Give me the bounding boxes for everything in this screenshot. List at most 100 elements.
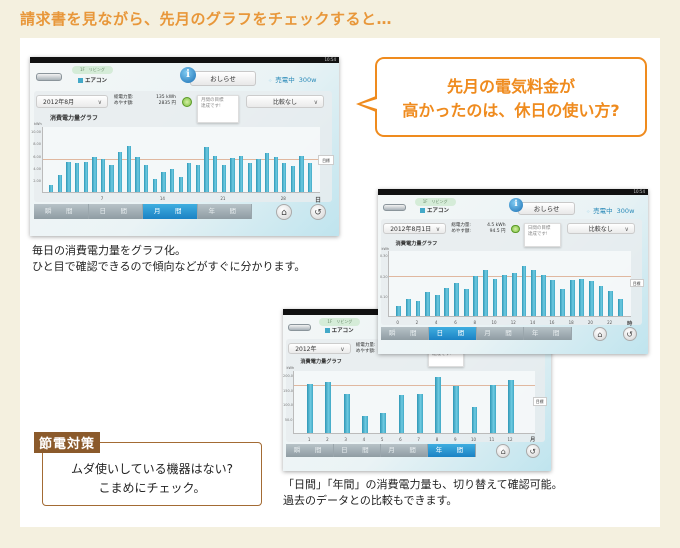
chart-bar [247, 163, 252, 192]
cost-row: めやす額: 2835 円 [114, 101, 176, 107]
tip-tag: 節電対策 [34, 432, 101, 453]
chart-bar [435, 377, 441, 434]
tab-yearly[interactable]: 年 間 [524, 326, 572, 340]
tab-yearly[interactable]: 年 間 [428, 444, 476, 458]
goal-line1: 日間の目標 [527, 225, 551, 231]
graph-title: 消費電力量グラフ [300, 359, 342, 366]
chart-bar [550, 280, 556, 317]
tab-instant[interactable]: 瞬 間 [34, 204, 89, 219]
tab-instant[interactable]: 瞬 間 [286, 444, 334, 458]
chart-bar [471, 406, 478, 434]
caption-sub-line2: 過去のデータとの比較もできます。 [283, 494, 458, 507]
notice-button[interactable]: おしらせ [517, 201, 576, 216]
chart-bar [126, 145, 132, 192]
goal-line1: 月間の目標 [201, 98, 224, 103]
back-button[interactable]: ↺ [525, 444, 540, 458]
chart-bar [416, 393, 423, 434]
chart-bar [608, 291, 614, 317]
back-button[interactable]: ↺ [310, 204, 326, 220]
home-button[interactable]: ⌂ [276, 204, 292, 220]
tab-monthly[interactable]: 月 間 [476, 326, 525, 340]
back-button[interactable]: ↺ [622, 326, 637, 341]
total-label: 総電力量: [451, 222, 471, 228]
goal-tag-button[interactable]: 目標 [532, 397, 547, 407]
x-tick-label: 20 [587, 319, 593, 325]
balloon-line2: 高かったのは、休日の使い方? [402, 101, 620, 120]
chart-bar [531, 270, 536, 317]
notice-button[interactable]: おしらせ [190, 71, 256, 86]
room-label[interactable]: 1F リビング [72, 66, 113, 74]
goal-tag-button[interactable]: 目標 [318, 154, 334, 165]
chevron-down-icon: ∨ [97, 99, 102, 106]
goal-message: 日間の目標 達成です! [523, 222, 561, 248]
unit-label: kWh [34, 122, 42, 126]
period-select[interactable]: 2012年 ∨ [288, 342, 351, 355]
caption-main-line2: ひと目で確認できるので傾向などがすぐに分かります。 [32, 260, 306, 273]
chart-bar [178, 177, 183, 192]
graph-title: 消費電力量グラフ [395, 240, 438, 247]
chart-bar [473, 276, 479, 317]
period-select[interactable]: 2012年8月 ∨ [36, 95, 108, 108]
goal-tag-button[interactable]: 目標 [629, 278, 644, 288]
chart-bar [405, 299, 411, 317]
chart-bar [74, 163, 80, 192]
tab-yearly[interactable]: 年 間 [197, 204, 252, 219]
x-axis-unit: 日 [314, 197, 321, 204]
tab-monthly[interactable]: 月 間 [143, 204, 198, 219]
chart-bar [100, 159, 106, 192]
chart-bar [380, 412, 387, 434]
x-tick-label: 6 [454, 319, 457, 325]
room-label[interactable]: 1F リビング [319, 317, 361, 326]
target-line [294, 385, 535, 387]
x-tick-label: 10 [470, 437, 477, 443]
x-tick-label: 4 [362, 437, 366, 443]
total-value: 4.5 kWh [487, 222, 506, 228]
x-axis-unit: 月 [530, 437, 536, 444]
y-tick-label: 0.30 [379, 254, 388, 259]
tip-line1: ムダ使いしている機器はない? [70, 462, 233, 476]
chart-bar [489, 384, 496, 434]
y-tick-label: 100.0 [283, 403, 294, 408]
status-bar: 10:54 [30, 57, 339, 63]
tab-monthly[interactable]: 月 間 [381, 444, 429, 458]
chart-bar [361, 416, 368, 434]
status-time: 10:54 [633, 189, 645, 194]
chart-bar [502, 275, 508, 317]
caption-main: 毎日の消費電力量をグラフ化。 ひと目で確認できるので傾向などがすぐに分かります。 [32, 243, 305, 275]
period-tabs: 瞬 間日 間月 間年 間 [381, 326, 572, 340]
device-name: エアコン [426, 208, 449, 215]
tab-daily[interactable]: 日 間 [333, 444, 381, 458]
sell-value: 300w [616, 206, 635, 215]
tab-instant[interactable]: 瞬 間 [381, 326, 430, 340]
device-color-swatch [324, 328, 330, 334]
tab-daily[interactable]: 日 間 [88, 204, 143, 219]
y-tick-label: 2.00 [33, 178, 41, 183]
device-name: エアコン [85, 78, 108, 84]
chart-bar [463, 289, 469, 317]
goal-line2: 達成です! [431, 351, 452, 357]
screenshot-daily: 10:54 1F リビング エアコン おしらせ i ⁘ 売電中 300w 2012年8月1日 ∨ 総… [378, 189, 648, 354]
x-tick-label: 2 [326, 437, 329, 443]
home-button[interactable]: ⌂ [592, 326, 607, 341]
tab-daily[interactable]: 日 間 [429, 326, 477, 340]
total-label: 総電力量: [355, 342, 376, 348]
cost-row: めやす額: 94.5 円 [451, 229, 505, 235]
total-row: 総電力量: [356, 343, 410, 349]
period-select[interactable]: 2012年8月1日 ∨ [383, 222, 447, 235]
chart-bar [299, 156, 304, 192]
chart-bar [508, 380, 514, 434]
chart-bar [57, 175, 62, 192]
chart-bar [325, 381, 332, 434]
total-row: 総電力量: 4.5 kWh [451, 223, 505, 229]
device-label: エアコン [419, 206, 449, 215]
totals-block: 総電力量: 4.5 kWh めやす額: 94.5 円 [451, 223, 505, 235]
compare-select[interactable]: 比較なし ∨ [566, 222, 635, 235]
chart-bar [230, 157, 235, 192]
room-label[interactable]: 1F リビング [414, 197, 456, 206]
home-button[interactable]: ⌂ [496, 444, 511, 458]
chart-bar [169, 168, 175, 192]
graph-title: 消費電力量グラフ [50, 115, 99, 122]
chart-bar [256, 158, 261, 192]
compare-select[interactable]: 比較なし ∨ [246, 95, 324, 108]
chart-bar [118, 151, 123, 192]
